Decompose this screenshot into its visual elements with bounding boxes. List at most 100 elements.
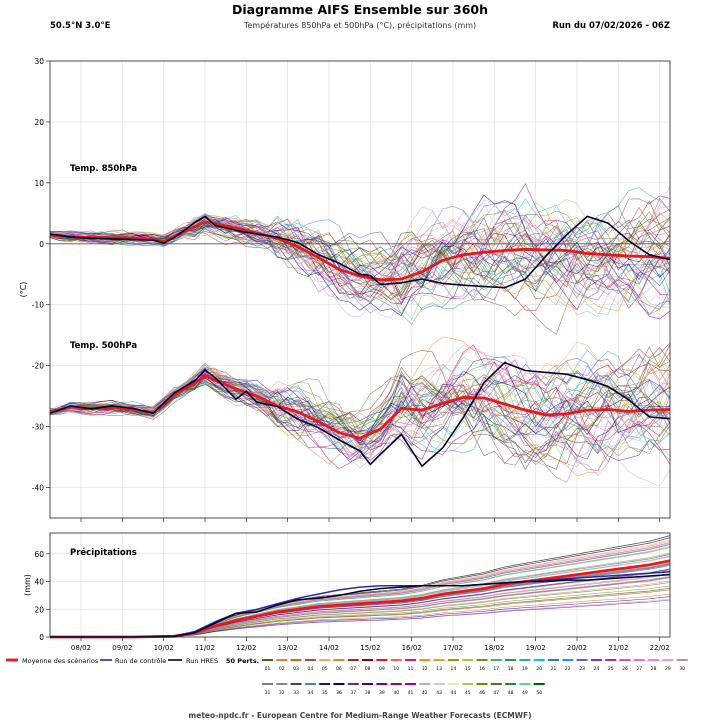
legend-pert-label: 49 (522, 690, 528, 696)
x-tick-label: 13/02 (278, 644, 298, 652)
perturbation-500-line (49, 359, 671, 464)
x-tick-label: 11/02 (195, 644, 215, 652)
legend-pert-label: 31 (265, 690, 271, 696)
legend-pert-label: 32 (279, 690, 285, 696)
legend-pert-label: 28 (651, 666, 657, 672)
legend-pert-label: 48 (508, 690, 514, 696)
precipitation-x-ticks: 08/02 09/02 10/02 11/02 12/02 13/02 14/02 15/02… (71, 637, 670, 652)
legend-pert-label: 40 (393, 690, 399, 696)
legend-pert-label: 22 (565, 666, 571, 672)
t500-annotation: Temp. 500hPa (70, 341, 137, 351)
legend-pert-label: 17 (493, 666, 499, 672)
legend-pert-label: 30 (679, 666, 685, 672)
y-tick-label: 20 (34, 118, 44, 127)
t850-mean-line (49, 220, 671, 282)
perturbation-500-line (49, 362, 671, 447)
legend-pert-label: 33 (293, 690, 299, 696)
legend-pert-label: 16 (479, 666, 485, 672)
x-tick-label: 22/02 (650, 644, 670, 652)
run-label: Run du 07/02/2026 - 06Z (552, 21, 670, 31)
precipitation-panel: 0 20 40 60 08/02 09/02 10/02 11/02 12/02 13/02 14… (23, 532, 671, 652)
legend-pert-label: 09 (379, 666, 385, 672)
temperature-y-ticks: -40 -30 -20 -10 0 10 20 30 (32, 57, 50, 493)
y-tick-label: 0 (39, 633, 44, 642)
precip-hres-line (50, 573, 671, 638)
legend-pert-label: 04 (308, 666, 314, 672)
perturbation-850-line (49, 226, 671, 281)
y-tick-label: 0 (39, 240, 44, 249)
legend-pert-label: 45 (465, 690, 471, 696)
perturbation-850-line (49, 214, 671, 315)
legend-pert-label: 03 (293, 666, 299, 672)
perturbation-850-line (49, 211, 671, 289)
legend-pert-label: 34 (308, 690, 314, 696)
legend-pert-label: 20 (536, 666, 542, 672)
legend-pert-label: 24 (594, 666, 600, 672)
legend-pert-label: 10 (393, 666, 399, 672)
legend-control-label: Run de contrôle (115, 657, 166, 665)
precipitation-y-ticks: 0 20 40 60 (34, 550, 50, 642)
legend-pert-label: 50 (536, 690, 542, 696)
y-tick-label: -40 (32, 484, 44, 493)
temperature-y-label: (°C) (19, 282, 28, 298)
legend-pert-label: 41 (408, 690, 414, 696)
precip-annotation: Précipitations (70, 547, 137, 558)
legend-pert-label: 39 (379, 690, 385, 696)
legend-pert-label: 14 (451, 666, 457, 672)
legend-pert-label: 06 (336, 666, 342, 672)
x-tick-label: 09/02 (112, 644, 132, 652)
t850-annotation: Temp. 850hPa (70, 164, 137, 174)
x-tick-label: 14/02 (319, 644, 339, 652)
perturbation-850-line (49, 211, 671, 294)
precip-mean-line (50, 559, 671, 639)
legend-perturbations: 01 02 03 04 05 06 07 08 09 10 11 12 13 14 15 16 17 18 19 20… (262, 659, 688, 696)
x-tick-label: 21/02 (608, 644, 628, 652)
y-tick-label: 10 (34, 179, 44, 188)
legend-pert-label: 29 (665, 666, 671, 672)
legend-pert-label: 25 (608, 666, 614, 672)
y-tick-label: -30 (32, 423, 44, 432)
legend-pert-label: 23 (579, 666, 585, 672)
chart-title: Diagramme AIFS Ensemble sur 360h (232, 2, 488, 17)
legend-pert-label: 01 (265, 666, 271, 672)
legend-pert-label: 46 (479, 690, 485, 696)
location-label: 50.5°N 3.0°E (50, 21, 111, 31)
perturbation-500-line (49, 379, 671, 439)
y-tick-label: 30 (34, 57, 44, 66)
y-tick-label: 60 (34, 550, 44, 559)
temperature-frame (49, 60, 671, 519)
temperature-x-ticks (80, 518, 661, 522)
legend-pert-label: 13 (436, 666, 442, 672)
perturbation-850-line (49, 209, 671, 301)
x-tick-label: 08/02 (71, 644, 91, 652)
x-tick-label: 12/02 (236, 644, 256, 652)
legend-pert-label: 08 (365, 666, 371, 672)
legend-pert-label: 27 (636, 666, 642, 672)
legend-pert-label: 12 (422, 666, 428, 672)
legend-hres-label: Run HRES (186, 657, 218, 665)
precip-control-line (50, 571, 671, 638)
y-tick-label: -20 (32, 362, 44, 371)
t850-hres-line (49, 215, 671, 289)
legend-pert-label: 36 (336, 690, 342, 696)
perturbation-500-line (49, 371, 671, 444)
perturbation-500-line (49, 364, 671, 449)
legend: Moyenne des scénarios Run de contrôle Ru… (6, 657, 688, 696)
legend-pert-label: 43 (436, 690, 442, 696)
precipitation-frame (49, 532, 671, 638)
legend-pert-label: 35 (322, 690, 328, 696)
legend-pert-label: 37 (350, 690, 356, 696)
y-tick-label: 20 (34, 605, 44, 614)
legend-mean-label: Moyenne des scénarios (22, 657, 99, 665)
x-tick-label: 20/02 (567, 644, 587, 652)
perturbation-850-line (49, 213, 671, 316)
x-tick-label: 19/02 (526, 644, 546, 652)
legend-pert-label: 07 (350, 666, 356, 672)
legend-pert-label: 47 (493, 690, 499, 696)
legend-pert-label: 18 (508, 666, 514, 672)
legend-pert-label: 26 (622, 666, 628, 672)
perturbation-850-line (49, 221, 671, 300)
x-tick-label: 17/02 (443, 644, 463, 652)
y-tick-label: -10 (32, 301, 44, 310)
